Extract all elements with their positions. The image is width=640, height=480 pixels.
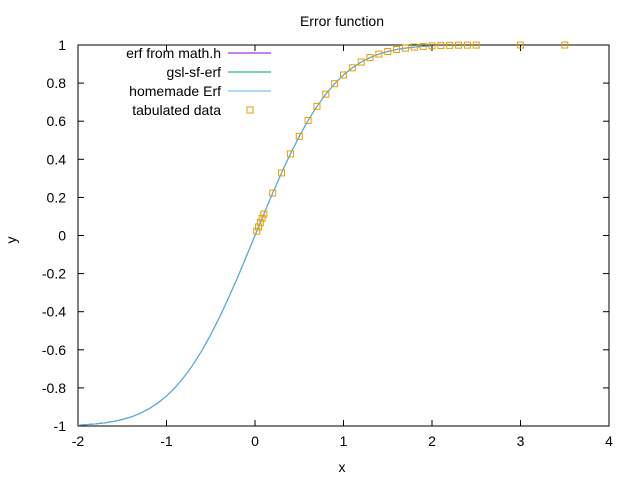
x-tick-label: -2: [72, 433, 85, 449]
data-point: [410, 43, 418, 51]
chart-title: Error function: [300, 13, 384, 29]
data-point: [375, 50, 383, 58]
y-tick-label: -0.6: [42, 342, 66, 358]
data-point: [517, 41, 524, 49]
y-tick-label: 0.2: [47, 189, 67, 205]
data-point: [253, 227, 261, 235]
data-point: [384, 47, 392, 55]
x-tick-label: 2: [428, 433, 436, 449]
x-tick-label: 0: [251, 433, 259, 449]
data-point: [455, 41, 463, 49]
data-point: [256, 219, 264, 227]
y-tick-label: 0.8: [47, 75, 67, 91]
legend-label: tabulated data: [132, 102, 221, 118]
data-point: [348, 64, 356, 72]
legend: erf from math.h gsl-sf-erf homemade Erf tab…: [126, 45, 271, 118]
data-point: [357, 58, 365, 66]
series-line: [77, 45, 433, 426]
y-tick-label: 0.4: [47, 151, 67, 167]
legend-label: gsl-sf-erf: [167, 64, 222, 80]
data-point: [401, 44, 409, 52]
x-tick-label: 3: [517, 433, 525, 449]
data-point: [269, 189, 277, 197]
y-tick-label: -0.4: [42, 304, 66, 320]
data-point: [255, 223, 263, 231]
data-point: [472, 41, 480, 49]
data-point: [366, 54, 374, 62]
data-point: [278, 169, 286, 177]
y-tick-label: 0: [58, 228, 66, 244]
y-tick-label: -0.8: [42, 380, 66, 396]
legend-swatch: [246, 106, 254, 114]
y-tick-label: -0.2: [42, 266, 66, 282]
data-point: [393, 46, 401, 54]
y-tick-label: 0.6: [47, 113, 67, 129]
data-point: [340, 71, 347, 79]
y-axis-label: y: [3, 237, 19, 244]
legend-label: erf from math.h: [126, 45, 221, 61]
data-point: [561, 41, 569, 49]
data-point: [419, 42, 427, 50]
data-point: [258, 214, 266, 222]
y-tick-label: -1: [54, 418, 67, 434]
data-point: [463, 41, 471, 49]
data-point: [322, 90, 330, 98]
x-tick-label: 4: [605, 433, 613, 449]
data-point: [313, 102, 321, 110]
y-tick-label: 1: [58, 37, 66, 53]
data-point: [446, 41, 454, 49]
data-point: [304, 116, 312, 124]
legend-label: homemade Erf: [129, 83, 221, 99]
data-point: [286, 150, 294, 158]
series-layer: [77, 41, 569, 426]
x-axis-label: x: [339, 459, 346, 475]
data-point: [331, 80, 339, 88]
data-point: [260, 210, 268, 218]
x-tick-label: -1: [160, 433, 173, 449]
data-point: [437, 42, 445, 50]
axis-ticks: -2 -1 0 1 2 3 4 -1 -0.8 -0.6 -0.4 -0.2 0 0.2 0.4 0.6 0.8…: [42, 37, 613, 449]
x-tick-label: 1: [340, 433, 348, 449]
data-point: [295, 132, 303, 140]
data-point: [428, 42, 436, 50]
